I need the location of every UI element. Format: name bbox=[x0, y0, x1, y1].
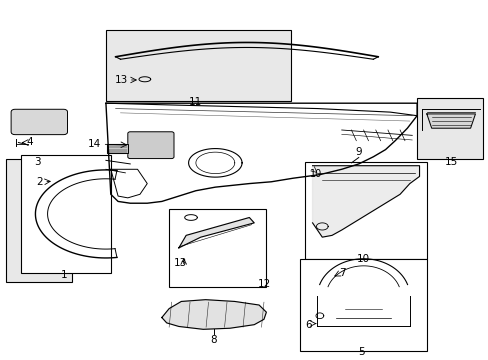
Bar bbox=[305, 162, 426, 258]
Text: 13: 13 bbox=[114, 75, 127, 85]
Text: 10: 10 bbox=[309, 169, 322, 179]
Text: 4: 4 bbox=[27, 138, 33, 148]
Polygon shape bbox=[312, 166, 419, 237]
Polygon shape bbox=[179, 217, 254, 248]
Text: 9: 9 bbox=[355, 147, 361, 157]
Polygon shape bbox=[107, 144, 127, 153]
FancyBboxPatch shape bbox=[127, 132, 174, 158]
Text: 3: 3 bbox=[35, 157, 41, 167]
Text: 15: 15 bbox=[444, 157, 457, 167]
Text: 13: 13 bbox=[174, 257, 187, 267]
Text: 14: 14 bbox=[88, 139, 101, 149]
Polygon shape bbox=[426, 114, 474, 128]
Text: 1: 1 bbox=[61, 270, 68, 280]
Text: 8: 8 bbox=[210, 336, 217, 345]
FancyBboxPatch shape bbox=[11, 109, 67, 135]
Text: 7: 7 bbox=[339, 268, 345, 278]
Text: 6: 6 bbox=[305, 320, 311, 330]
Text: 11: 11 bbox=[189, 97, 202, 107]
Bar bbox=[416, 98, 482, 158]
Text: 12: 12 bbox=[257, 279, 270, 289]
Text: 2: 2 bbox=[36, 177, 42, 187]
Text: 10: 10 bbox=[356, 254, 369, 264]
Bar bbox=[6, 158, 72, 282]
Text: 5: 5 bbox=[357, 347, 364, 357]
Bar bbox=[106, 30, 290, 102]
Polygon shape bbox=[162, 300, 266, 329]
Bar bbox=[169, 208, 266, 287]
Bar bbox=[300, 258, 426, 351]
Bar bbox=[21, 155, 111, 273]
